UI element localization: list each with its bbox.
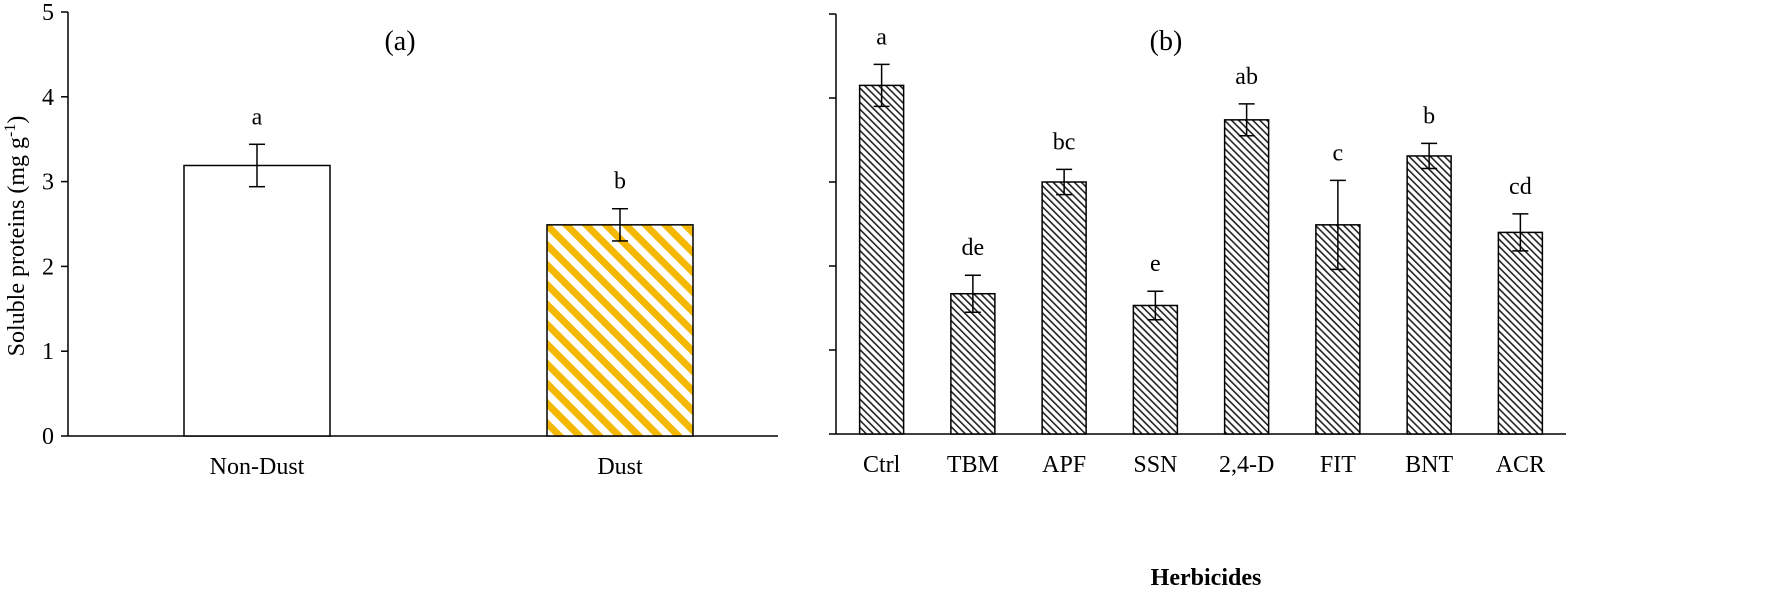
significance-letter: e xyxy=(1150,251,1161,277)
bar-ctrl xyxy=(858,84,905,435)
x-tick-label: Non-Dust xyxy=(210,454,305,480)
x-tick-label: 2,4-D xyxy=(1219,452,1274,478)
y-tick-label: 3 xyxy=(42,170,54,196)
significance-letter: c xyxy=(1333,140,1344,166)
bar-non-dust xyxy=(183,164,331,437)
y-tick-label: 5 xyxy=(42,0,54,26)
x-tick-label: Dust xyxy=(597,454,643,480)
bar-2-4-d xyxy=(1223,119,1270,435)
significance-letter: cd xyxy=(1509,174,1532,200)
significance-letter: a xyxy=(876,24,887,50)
y-tick-label: 1 xyxy=(42,339,54,365)
x-axis-label: Herbicides xyxy=(1151,565,1262,591)
bar-dust xyxy=(546,224,694,437)
bar-ssn xyxy=(1132,304,1179,435)
bar-acr xyxy=(1497,231,1544,435)
x-tick-label: ACR xyxy=(1496,452,1545,478)
significance-letter: b xyxy=(1423,103,1435,129)
x-tick-label: SSN xyxy=(1133,452,1177,478)
significance-letter: de xyxy=(962,235,985,261)
chart-panel-a: (a) Soluble proteins (mg g-1) 0 1 2 3 4 5 a Non… xyxy=(2,0,778,480)
significance-letter: bc xyxy=(1053,129,1076,155)
bar-tbm xyxy=(950,292,996,435)
y-tick-label: 2 xyxy=(42,254,54,280)
significance-letter: ab xyxy=(1235,64,1258,90)
panel-b-title: (b) xyxy=(1150,26,1183,57)
significance-letter: a xyxy=(252,104,263,130)
x-tick-label: Ctrl xyxy=(863,452,901,478)
y-tick-label: 0 xyxy=(42,424,54,450)
y-axis-label: Soluble proteins (mg g-1) xyxy=(2,116,30,357)
bar-apf xyxy=(1041,181,1087,435)
significance-letter: b xyxy=(614,169,626,195)
bar-bnt xyxy=(1406,155,1452,435)
x-tick-label: APF xyxy=(1042,452,1086,478)
y-tick-label: 4 xyxy=(42,85,54,111)
x-tick-label: BNT xyxy=(1405,452,1453,478)
x-tick-label: TBM xyxy=(947,452,999,478)
panel-a-title: (a) xyxy=(384,26,415,57)
x-tick-label: FIT xyxy=(1320,452,1356,478)
chart-panel-b: (b) Herbicides aCtrldeTBMbcAPFeSSNab2,4-… xyxy=(829,13,1566,591)
